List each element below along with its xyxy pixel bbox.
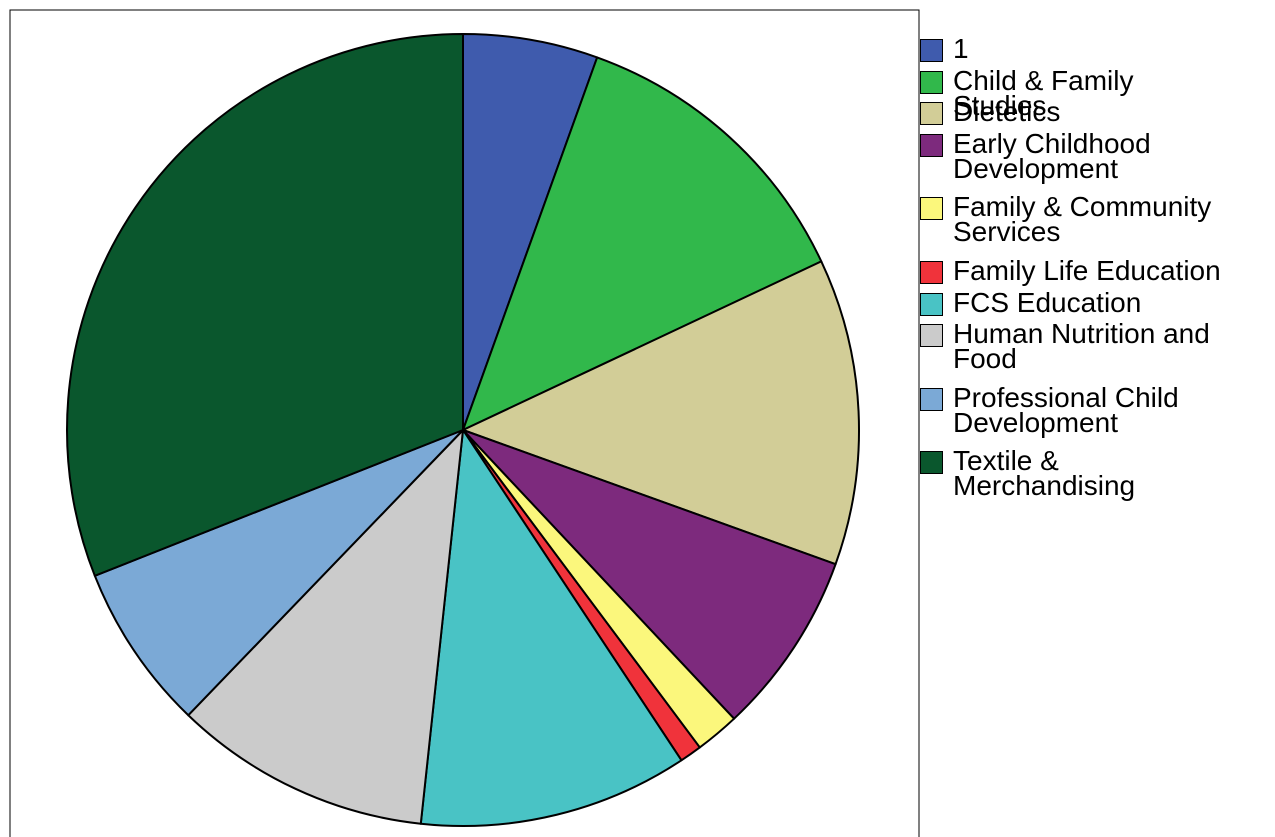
pie-slice	[462, 33, 599, 431]
legend-label: 1	[953, 33, 969, 64]
pie-slice	[93, 429, 464, 717]
legend-swatch	[920, 134, 943, 158]
legend-item: Family & Community Services	[920, 191, 1272, 257]
legend-label: Dietetics	[953, 96, 1061, 128]
legend-label: Early Childhood Development	[953, 128, 1151, 185]
legend-item: Child & Family Studies	[920, 66, 1272, 119]
legend-swatch	[920, 451, 943, 474]
pie-slice	[462, 56, 823, 431]
legend-swatch	[920, 39, 943, 62]
legend-label: Child & Family Studies	[953, 64, 1134, 121]
legend-swatch	[920, 260, 943, 284]
legend-swatch	[920, 197, 943, 221]
pie-slice	[419, 429, 683, 827]
legend-label: FCS Education	[953, 286, 1142, 318]
legend-item: Early Childhood Development	[920, 128, 1272, 194]
legend-item: Textile & Merchandising	[920, 445, 1272, 511]
legend-item: 1	[920, 33, 1272, 68]
legend-item: Human Nutrition and Food	[920, 318, 1272, 384]
legend-item: Dietetics	[920, 96, 1272, 131]
legend-label: Family & Community Services	[953, 191, 1212, 248]
pie-slice	[462, 260, 860, 566]
pie-slice	[462, 429, 837, 720]
legend-swatch	[920, 102, 943, 126]
legend-item: Family Life Education	[920, 254, 1272, 290]
legend-swatch	[920, 324, 943, 348]
legend: 1 Child & Family Studies Dietetics Early Chi…	[920, 33, 1272, 511]
pie-slices	[66, 33, 860, 827]
legend-label: Textile & Merchandising	[953, 445, 1136, 501]
legend-item: Professional Child Development	[920, 381, 1272, 448]
pie-slice	[66, 33, 464, 577]
legend-item: FCS Education	[920, 286, 1272, 322]
legend-label: Professional Child Development	[953, 381, 1179, 438]
legend-swatch	[920, 70, 943, 94]
legend-label: Human Nutrition and Food	[953, 318, 1210, 375]
pie-slice	[187, 429, 464, 825]
legend-label: Family Life Education	[953, 254, 1221, 286]
legend-swatch	[920, 387, 943, 411]
legend-swatch	[920, 292, 943, 316]
